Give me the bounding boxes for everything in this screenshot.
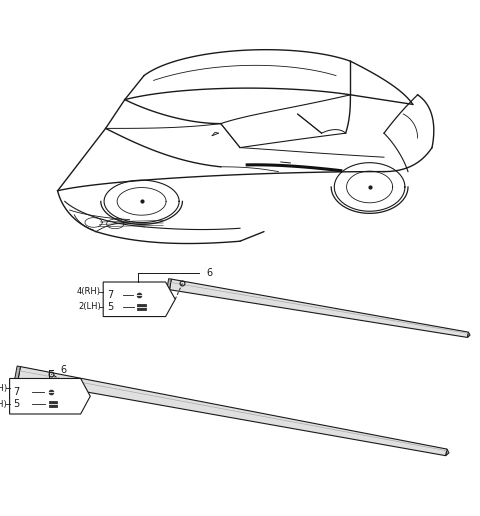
Polygon shape bbox=[15, 366, 21, 380]
Text: 1(LH): 1(LH) bbox=[0, 399, 7, 409]
Polygon shape bbox=[169, 279, 468, 337]
Bar bbox=[137, 303, 146, 310]
Polygon shape bbox=[103, 282, 175, 316]
Text: 2(LH): 2(LH) bbox=[78, 302, 101, 311]
Text: 3(RH): 3(RH) bbox=[0, 384, 7, 393]
Text: 5: 5 bbox=[13, 399, 20, 409]
Text: 4(RH): 4(RH) bbox=[77, 287, 101, 296]
Text: 6: 6 bbox=[60, 365, 66, 375]
Polygon shape bbox=[446, 449, 449, 456]
Text: 5: 5 bbox=[107, 302, 113, 312]
Text: 6: 6 bbox=[206, 268, 213, 278]
Bar bbox=[49, 401, 58, 408]
Polygon shape bbox=[468, 332, 470, 337]
Polygon shape bbox=[18, 366, 447, 456]
Polygon shape bbox=[167, 279, 171, 289]
Text: 7: 7 bbox=[107, 290, 113, 300]
Polygon shape bbox=[10, 378, 90, 414]
Text: 7: 7 bbox=[13, 386, 20, 397]
